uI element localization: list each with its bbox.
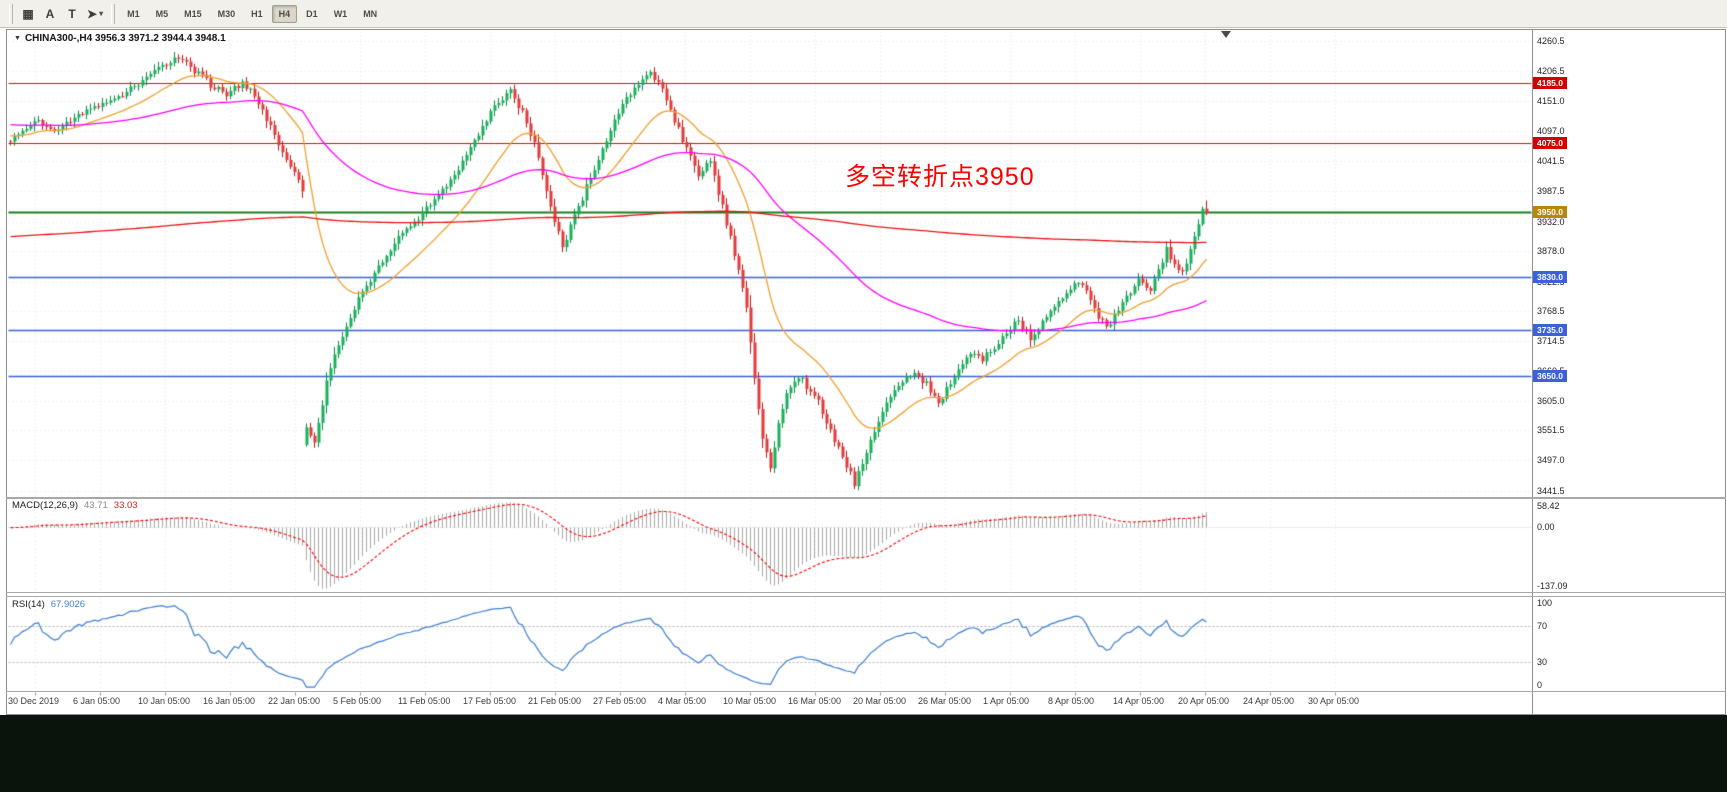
price-axis-label: 3441.5 [1537, 485, 1565, 496]
price-level-badge: 4185.0 [1533, 76, 1567, 89]
chart-grid-tool[interactable]: ▦ [17, 4, 39, 24]
macd-axis-label: -137.09 [1537, 581, 1568, 591]
time-axis-label: 10 Mar 05:00 [723, 696, 777, 706]
price-axis-label: 3497.0 [1537, 455, 1565, 466]
macd-header: MACD(12,26,9) 43.71 33.03 [12, 500, 138, 511]
pane-splitter[interactable] [6, 691, 1726, 692]
rsi-axis-label: 100 [1537, 598, 1553, 608]
text-tool-glyph: T [68, 6, 76, 21]
price-axis-label: 4041.5 [1537, 156, 1565, 167]
time-axis-label: 17 Feb 05:00 [463, 696, 517, 706]
price-level-badge: 3650.0 [1533, 370, 1567, 383]
price-level-badge: 3950.0 [1533, 205, 1567, 218]
price-axis-separator [1532, 29, 1533, 715]
cursor-tool[interactable]: ➤ ▾ [83, 4, 107, 24]
chart-shift-marker-icon[interactable] [1221, 31, 1231, 38]
bottom-bar [0, 715, 1727, 792]
time-axis-label: 20 Mar 05:00 [853, 696, 907, 706]
price-axis-label: 4206.5 [1537, 65, 1565, 76]
macd-axis-label: 0.00 [1537, 522, 1555, 533]
time-axis-label: 4 Mar 05:00 [658, 696, 707, 706]
timeframe-d1[interactable]: D1 [306, 8, 318, 19]
annotation-a-tool[interactable]: A [39, 4, 61, 24]
timeframe-h4[interactable]: H4 [271, 4, 298, 23]
time-axis-label: 22 Jan 05:00 [268, 696, 321, 706]
annotation-text[interactable]: 多空转折点3950 [845, 163, 1035, 191]
price-axis-label: 4260.5 [1537, 36, 1565, 47]
price-axis-label: 3987.5 [1537, 186, 1565, 197]
pane-splitter[interactable] [6, 497, 1726, 499]
time-axis-label: 27 Feb 05:00 [593, 696, 647, 706]
rsi-axis-label: 30 [1537, 657, 1548, 667]
time-axis-label: 10 Jan 05:00 [138, 696, 191, 706]
timeframe-m5[interactable]: M5 [155, 8, 169, 19]
macd-signal-value: 33.03 [113, 500, 138, 511]
timeframe-mn[interactable]: MN [363, 8, 378, 19]
macd-main-value: 43.71 [84, 500, 108, 511]
time-axis-label: 11 Feb 05:00 [398, 696, 451, 706]
toolbar-grip[interactable] [111, 3, 116, 24]
time-axis-label: 26 Mar 05:00 [918, 696, 972, 706]
price-axis-label: 3932.0 [1537, 216, 1565, 227]
top-toolbar: ▦ A T ➤ ▾ M1 M5 M15 M30 H1 H4 D1 W1 MN [0, 0, 1727, 28]
price-axis-label: 3551.5 [1537, 425, 1565, 436]
price-axis-label: 3605.0 [1537, 395, 1565, 406]
rsi-axis-label: 0 [1537, 680, 1543, 690]
price-level-badge: 3735.0 [1533, 323, 1567, 336]
one-click-trading-icon[interactable]: ▼ [14, 35, 21, 42]
timeframe-m15[interactable]: M15 [184, 8, 202, 19]
rsi-header: RSI(14) 67.9026 [12, 599, 85, 610]
timeframe-m30[interactable]: M30 [217, 8, 236, 19]
macd-axis-label: 58.42 [1537, 501, 1560, 511]
time-axis-label: 14 Apr 05:00 [1113, 696, 1165, 706]
timeframe-h1[interactable]: H1 [251, 8, 263, 19]
price-axis-label: 3878.0 [1537, 246, 1565, 257]
text-tool[interactable]: T [61, 4, 83, 24]
price-axis-label: 4151.0 [1537, 96, 1565, 107]
price-axis-label: 3714.5 [1537, 335, 1565, 346]
time-axis-label: 6 Jan 05:00 [73, 696, 121, 706]
timeframe-group: M1 M5 M15 M30 H1 H4 D1 W1 MN [119, 4, 385, 23]
price-axis-label: 3768.5 [1537, 306, 1565, 317]
macd-label: MACD(12,26,9) [12, 500, 78, 511]
chart-grid-tool-glyph: ▦ [22, 6, 34, 21]
time-axis-label: 30 Apr 05:00 [1308, 696, 1360, 706]
time-axis-label: 30 Dec 2019 [8, 696, 60, 706]
time-axis-label: 8 Apr 05:00 [1048, 696, 1095, 706]
time-axis-label: 5 Feb 05:00 [333, 696, 382, 706]
timeframe-w1[interactable]: W1 [333, 8, 348, 19]
drawing-tools-group: ▦ A T ➤ ▾ [17, 4, 107, 24]
pane-splitter[interactable] [6, 592, 1726, 593]
time-axis-label: 16 Mar 05:00 [788, 696, 842, 706]
annotation-a-tool-glyph: A [45, 6, 55, 21]
time-axis-label: 16 Jan 05:00 [203, 696, 256, 706]
time-axis-label: 24 Apr 05:00 [1243, 696, 1295, 706]
rsi-value: 67.9026 [50, 599, 86, 610]
chart-title-text: CHINA300-,H4 3956.3 3971.2 3944.4 3948.1 [24, 33, 226, 44]
price-axis-label: 4097.0 [1537, 125, 1565, 136]
time-axis-label: 1 Apr 05:00 [983, 696, 1030, 706]
time-axis-label: 20 Apr 05:00 [1178, 696, 1230, 706]
rsi-label: RSI(14) [12, 599, 45, 610]
timeframe-m1[interactable]: M1 [127, 8, 140, 19]
time-axis-label: 21 Feb 05:00 [528, 696, 582, 706]
pane-splitter[interactable] [6, 596, 1726, 597]
price-level-badge: 3830.0 [1533, 271, 1567, 284]
toolbar-grip[interactable] [9, 3, 13, 24]
cursor-tool-glyph: ➤ [87, 6, 98, 21]
chevron-down-icon: ▾ [99, 9, 104, 18]
chart-title: ▼ CHINA300-,H4 3956.3 3971.2 3944.4 3948… [14, 33, 226, 44]
rsi-axis-label: 70 [1537, 621, 1548, 631]
price-level-badge: 4075.0 [1533, 137, 1567, 150]
